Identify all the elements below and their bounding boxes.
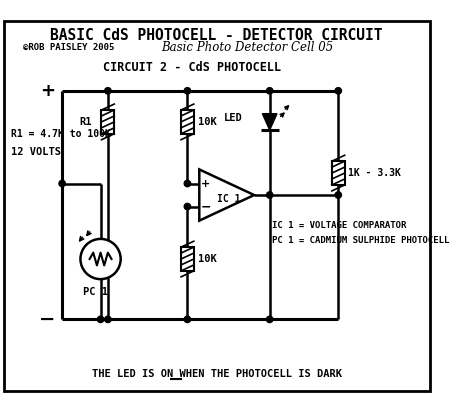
- Text: R1: R1: [79, 117, 91, 127]
- Circle shape: [184, 88, 191, 94]
- Circle shape: [59, 180, 65, 187]
- Circle shape: [266, 88, 273, 94]
- Bar: [332, 161, 345, 185]
- Circle shape: [81, 239, 121, 279]
- Text: 12 VOLTS: 12 VOLTS: [11, 147, 61, 157]
- Circle shape: [105, 316, 111, 323]
- Text: 10K: 10K: [199, 254, 217, 264]
- Text: CIRCUIT 2 - CdS PHOTOCELL: CIRCUIT 2 - CdS PHOTOCELL: [103, 61, 281, 73]
- Bar: [181, 247, 194, 271]
- Circle shape: [105, 88, 111, 94]
- Bar: [181, 110, 194, 134]
- Bar: [101, 110, 114, 134]
- Text: +: +: [201, 178, 210, 189]
- Text: ©ROB PAISLEY 2005: ©ROB PAISLEY 2005: [23, 43, 114, 52]
- Circle shape: [184, 204, 191, 210]
- Circle shape: [266, 316, 273, 323]
- Text: −: −: [39, 310, 56, 329]
- Circle shape: [184, 316, 191, 323]
- Text: −: −: [201, 200, 211, 213]
- Circle shape: [266, 192, 273, 198]
- Text: LED: LED: [224, 113, 242, 123]
- Text: BASIC CdS PHOTOCELL - DETECTOR CIRCUIT: BASIC CdS PHOTOCELL - DETECTOR CIRCUIT: [50, 28, 383, 42]
- Circle shape: [335, 192, 341, 198]
- Circle shape: [335, 88, 341, 94]
- Circle shape: [97, 316, 104, 323]
- Text: PC 1: PC 1: [83, 287, 109, 297]
- Text: THE LED IS ON WHEN THE PHOTOCELL IS DARK: THE LED IS ON WHEN THE PHOTOCELL IS DARK: [91, 369, 342, 379]
- Text: IC 1 = VOLTAGE COMPARATOR: IC 1 = VOLTAGE COMPARATOR: [273, 221, 407, 230]
- Text: +: +: [40, 82, 55, 100]
- Polygon shape: [263, 114, 277, 130]
- Circle shape: [184, 180, 191, 187]
- Text: 1K - 3.3K: 1K - 3.3K: [348, 168, 401, 178]
- Text: R1 = 4.7K to 100K: R1 = 4.7K to 100K: [11, 129, 111, 139]
- Text: IC 1: IC 1: [217, 194, 240, 204]
- Polygon shape: [199, 169, 254, 221]
- Text: Basic Photo Detector Cell 05: Basic Photo Detector Cell 05: [161, 41, 333, 54]
- Text: PC 1 = CADMIUM SULPHIDE PHOTOCELL: PC 1 = CADMIUM SULPHIDE PHOTOCELL: [273, 236, 450, 245]
- Text: 10K: 10K: [199, 117, 217, 127]
